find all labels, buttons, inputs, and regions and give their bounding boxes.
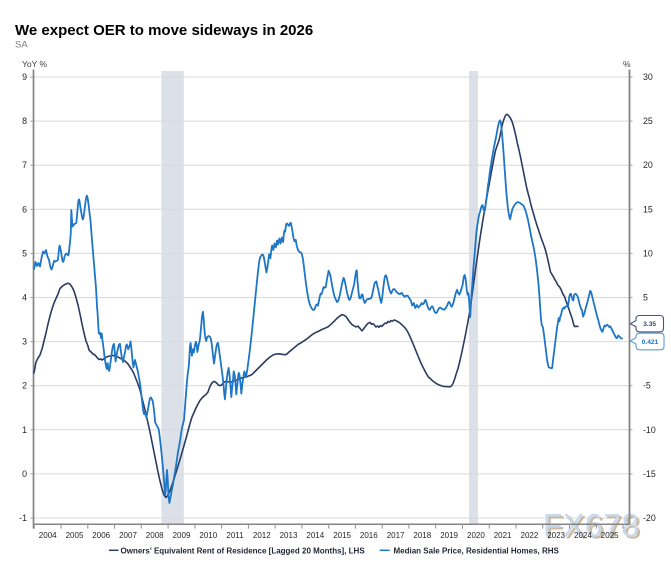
svg-text:7: 7	[22, 160, 27, 170]
svg-text:2019: 2019	[440, 531, 458, 540]
svg-text:2006: 2006	[92, 531, 110, 540]
svg-text:2020: 2020	[467, 531, 485, 540]
svg-text:2011: 2011	[226, 531, 244, 540]
svg-text:5: 5	[22, 248, 27, 258]
svg-text:2009: 2009	[173, 531, 191, 540]
svg-text:5: 5	[643, 293, 648, 303]
svg-text:-20: -20	[643, 513, 656, 523]
svg-text:2004: 2004	[39, 531, 57, 540]
svg-text:2008: 2008	[146, 531, 164, 540]
svg-text:6: 6	[22, 204, 27, 214]
svg-text:-15: -15	[643, 469, 656, 479]
svg-text:2012: 2012	[253, 531, 271, 540]
svg-text:2021: 2021	[494, 531, 512, 540]
svg-text:2017: 2017	[387, 531, 405, 540]
svg-text:9: 9	[22, 72, 27, 82]
svg-text:10: 10	[643, 248, 653, 258]
svg-text:0.421: 0.421	[642, 339, 659, 346]
svg-text:2018: 2018	[413, 531, 431, 540]
svg-text:SA: SA	[15, 40, 28, 51]
svg-text:2024: 2024	[574, 531, 592, 540]
svg-text:3.35: 3.35	[643, 321, 656, 328]
svg-text:2023: 2023	[547, 531, 565, 540]
svg-text:8: 8	[22, 116, 27, 126]
svg-text:YoY %: YoY %	[22, 59, 47, 69]
svg-text:2: 2	[22, 381, 27, 391]
svg-text:25: 25	[643, 116, 653, 126]
svg-text:2007: 2007	[119, 531, 137, 540]
svg-text:30: 30	[643, 72, 653, 82]
svg-text:2025: 2025	[601, 531, 619, 540]
svg-text:15: 15	[643, 204, 653, 214]
svg-text:FX678: FX678	[545, 509, 642, 545]
svg-text:2015: 2015	[333, 531, 351, 540]
svg-text:Owners' Equivalent Rent of Res: Owners' Equivalent Rent of Residence [La…	[121, 547, 366, 556]
svg-text:-1: -1	[19, 513, 27, 523]
svg-text:2010: 2010	[199, 531, 217, 540]
svg-text:0: 0	[22, 469, 27, 479]
svg-text:2016: 2016	[360, 531, 378, 540]
svg-text:3: 3	[22, 337, 27, 347]
svg-text:2022: 2022	[521, 531, 539, 540]
svg-text:1: 1	[22, 425, 27, 435]
svg-text:-5: -5	[643, 381, 651, 391]
svg-text:%: %	[623, 59, 631, 69]
svg-text:4: 4	[22, 293, 27, 303]
svg-text:2014: 2014	[306, 531, 324, 540]
svg-text:2013: 2013	[280, 531, 298, 540]
svg-text:-10: -10	[643, 425, 656, 435]
svg-text:20: 20	[643, 160, 653, 170]
svg-text:2005: 2005	[66, 531, 84, 540]
svg-text:We expect OER to move sideways: We expect OER to move sideways in 2026	[15, 22, 313, 39]
svg-text:Median Sale Price, Residential: Median Sale Price, Residential Homes, RH…	[394, 547, 560, 556]
